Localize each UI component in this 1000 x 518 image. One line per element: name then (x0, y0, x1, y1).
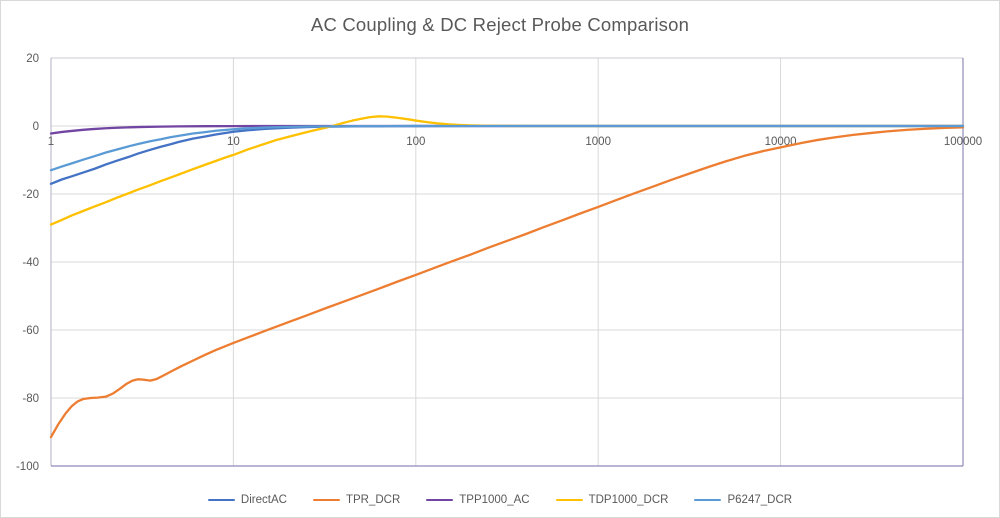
y-tick-label: 0 (33, 121, 39, 133)
x-tick-label: 100000 (944, 136, 982, 148)
y-tick-label: -100 (16, 461, 39, 473)
legend-item-DirectAC: DirectAC (207, 494, 287, 506)
legend-line-swatch (555, 498, 583, 502)
y-tick-label: -20 (22, 189, 39, 201)
series-line-P6247_DCR (49, 124, 965, 172)
legend-label: TPP1000_AC (459, 494, 530, 506)
chart-title: AC Coupling & DC Reject Probe Comparison (310, 14, 690, 35)
x-tick-label: 1 (48, 136, 54, 148)
series-line-TPP1000_AC (49, 124, 965, 135)
legend-line-swatch (312, 498, 340, 502)
legend-item-TDP1000_DCR: TDP1000_DCR (555, 494, 669, 506)
legend-label: TPR_DCR (345, 494, 401, 506)
x-tick-label: 1000 (585, 136, 611, 148)
legend-item-TPP1000_AC: TPP1000_AC (426, 494, 530, 506)
legend-label: P6247_DCR (727, 494, 793, 506)
x-tick-label: 10 (227, 136, 240, 148)
legend-item-P6247_DCR: P6247_DCR (694, 494, 792, 506)
y-tick-label: -40 (22, 257, 39, 269)
legend-label: DirectAC (240, 494, 287, 506)
legend-line-swatch (694, 498, 722, 502)
series-line-TDP1000_DCR (49, 115, 965, 226)
y-tick-label: -60 (22, 325, 39, 337)
legend-item-TPR_DCR: TPR_DCR (312, 494, 401, 506)
series-line-TPR_DCR (49, 126, 965, 439)
x-tick-label: 100 (406, 136, 425, 148)
y-tick-label: -80 (22, 393, 39, 405)
chart-legend: DirectAC TPR_DCR TPP1000_AC TDP1000_DCR P624… (1, 494, 999, 506)
legend-label: TDP1000_DCR (588, 494, 669, 506)
legend-line-swatch (207, 498, 235, 502)
y-tick-label: 20 (26, 53, 39, 65)
legend-line-swatch (426, 498, 454, 502)
